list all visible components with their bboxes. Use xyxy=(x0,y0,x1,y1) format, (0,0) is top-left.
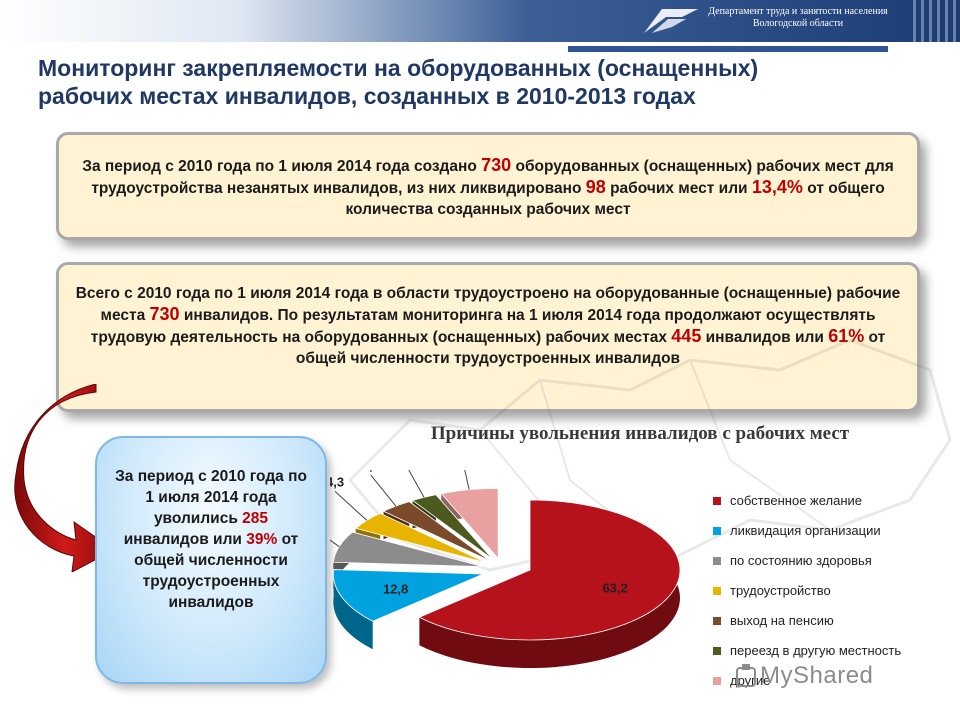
department-logo xyxy=(644,9,698,33)
chart-title: Причины увольнения инвалидов с рабочих м… xyxy=(430,423,850,444)
leader-line-6 xyxy=(408,470,425,498)
box1-text-2: оборудованных (оснащенных) рабочих мест … xyxy=(91,158,894,197)
box1-text-4: от общего количества созданных рабочих м… xyxy=(345,180,885,218)
legend-swatch-6 xyxy=(713,647,721,655)
watermark-icon xyxy=(736,664,756,687)
legend-label-7: другие xyxy=(730,673,771,688)
curved-arrow-icon xyxy=(14,384,115,572)
data-label-5: 3,5 xyxy=(362,470,380,473)
legend-swatch-1 xyxy=(713,497,721,505)
box3-text-2: инвалидов или xyxy=(123,531,247,548)
legend-item-1: собственное желание xyxy=(713,493,953,523)
dismissed-invalids-box: За период с 2010 года по 1 июля 2014 год… xyxy=(95,436,327,684)
pie-slice-1 xyxy=(418,499,681,668)
legend-label-1: собственное желание xyxy=(730,493,863,508)
pie-slice-top-2 xyxy=(332,569,484,622)
legend-label-6: переезд в другую местность xyxy=(730,643,902,658)
legend-item-4: трудоустройство xyxy=(713,583,953,613)
box3-text-1: За период с 2010 года по 1 июля 2014 год… xyxy=(115,468,307,527)
box2-text-4: от общей численности трудоустроенных инв… xyxy=(295,329,886,367)
department-name: Департамент труда и занятости населения … xyxy=(700,6,896,30)
pie-slice-top-1 xyxy=(418,499,681,641)
legend-label-5: выход на пенсию xyxy=(730,613,834,628)
data-label-1: 63,2 xyxy=(602,580,627,595)
pie-slice-side-1 xyxy=(419,500,681,668)
department-line: Департамент труда и занятости населения xyxy=(708,6,888,17)
leader-line-5 xyxy=(370,474,397,507)
box1-text-3: рабочих мест или xyxy=(605,180,752,197)
box3-dismissed-count: 285 xyxy=(242,510,269,527)
legend-swatch-7 xyxy=(713,677,721,685)
dismissal-reasons-pie-chart: 63,212,87,24,33,52,86,2 xyxy=(330,470,681,668)
box2-text-1: Всего с 2010 года по 1 июля 2014 года в … xyxy=(75,285,901,324)
data-label-2: 12,8 xyxy=(383,581,408,596)
title-line-2: рабочих местах инвалидов, созданных в 20… xyxy=(38,83,696,109)
legend-label-4: трудоустройство xyxy=(730,583,831,598)
pie-slice-top-7 xyxy=(440,487,499,560)
box3-dismissed-percent: 39% xyxy=(246,531,278,548)
legend-swatch-5 xyxy=(713,617,721,625)
watermark: MyShared xyxy=(760,662,874,689)
pie-slice-2 xyxy=(332,569,484,650)
box2-employed-count: 730 xyxy=(149,304,180,324)
box1-created-count: 730 xyxy=(481,155,512,175)
box2-working-percent: 61% xyxy=(828,326,865,346)
region-line: Вологодской области xyxy=(752,18,844,29)
header-band xyxy=(0,0,960,42)
legend-swatch-3 xyxy=(713,557,721,565)
legend-label-2: ликвидация организации xyxy=(730,523,881,538)
employed-invalids-box: Всего с 2010 года по 1 июля 2014 года в … xyxy=(56,262,920,412)
leader-line-7 xyxy=(464,470,470,490)
legend-item-3: по состоянию здоровья xyxy=(713,553,953,583)
pie-slice-top-3 xyxy=(332,531,484,568)
page-title: Мониторинг закрепляемости на оборудованн… xyxy=(38,54,938,110)
box1-liquidated-count: 98 xyxy=(585,177,606,197)
box2-text-2: инвалидов. По результатам мониторинга на… xyxy=(90,307,876,346)
legend-label-3: по состоянию здоровья xyxy=(730,553,872,568)
title-line-1: Мониторинг закрепляемости на оборудованн… xyxy=(38,55,759,81)
pie-slice-top-5 xyxy=(382,501,490,562)
leader-line-3 xyxy=(330,539,340,548)
header-stripes xyxy=(910,0,960,42)
legend-item-5: выход на пенсию xyxy=(713,613,953,643)
box2-text-3: инвалидов или xyxy=(701,329,829,346)
box3-text-3: от общей численности трудоустроенных инв… xyxy=(134,531,299,611)
pie-slice-7 xyxy=(440,487,499,560)
box1-liquidated-percent: 13,4% xyxy=(751,177,803,197)
legend-item-7: другие xyxy=(713,673,953,703)
box1-text-1: За период с 2010 года по 1 июля 2014 год… xyxy=(82,158,482,175)
legend-item-2: ликвидация организации xyxy=(713,523,953,553)
box2-working-count: 445 xyxy=(671,326,702,346)
legend-swatch-4 xyxy=(713,587,721,595)
chart-legend: собственное желание ликвидация организаци… xyxy=(713,493,953,703)
data-label-4: 4,3 xyxy=(330,474,344,489)
legend-swatch-2 xyxy=(713,527,721,535)
leader-line-4 xyxy=(334,491,368,521)
header-rule xyxy=(568,46,888,52)
created-workplaces-box: За период с 2010 года по 1 июля 2014 год… xyxy=(56,132,920,240)
pie-slice-side-2 xyxy=(333,569,373,650)
legend-item-6: переезд в другую местность xyxy=(713,643,953,673)
